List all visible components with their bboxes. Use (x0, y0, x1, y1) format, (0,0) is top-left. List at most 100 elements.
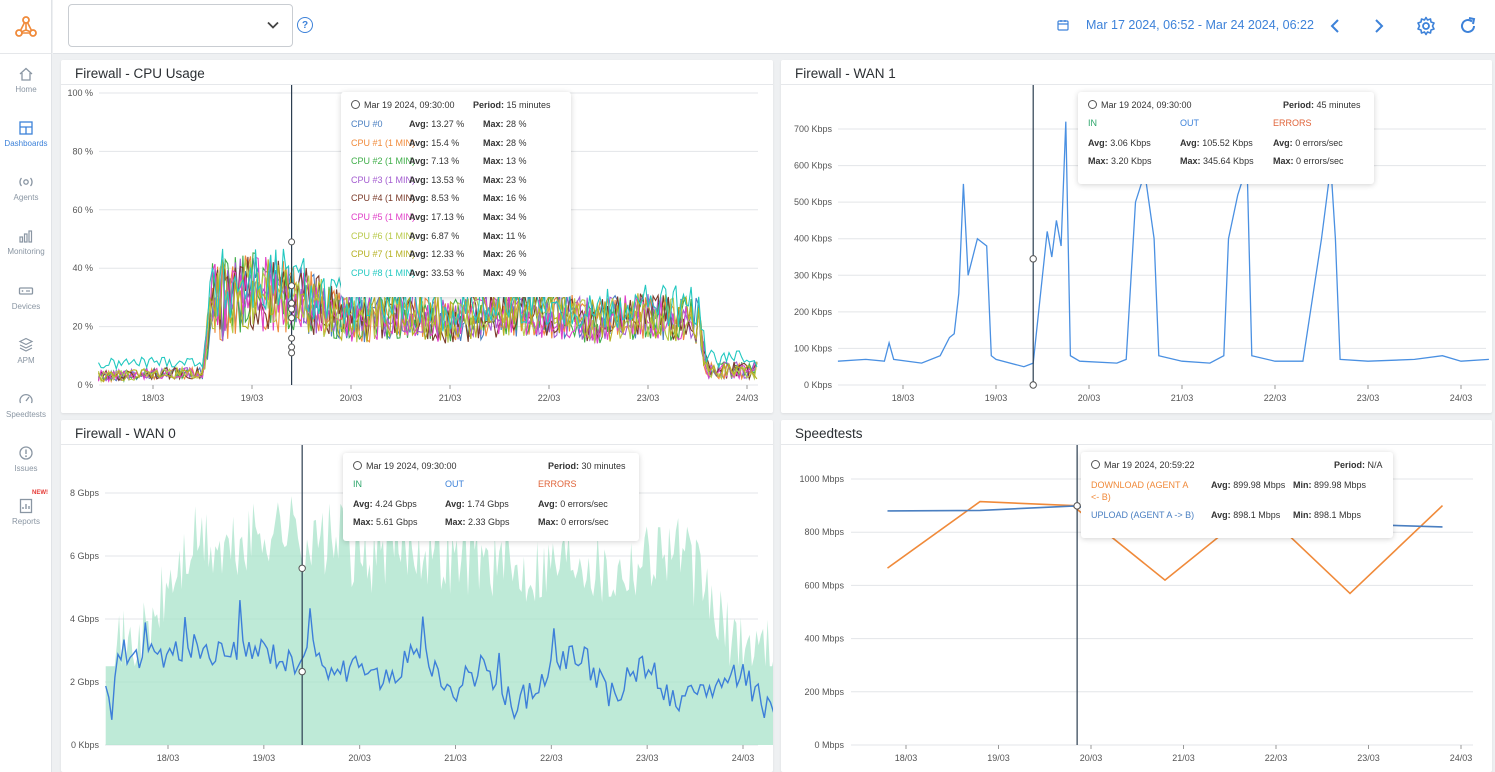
cursor-point (288, 238, 296, 246)
speed-series-line (887, 500, 1444, 595)
date-range-text[interactable]: Mar 17 2024, 06:52 - Mar 24 2024, 06:22 (1086, 18, 1314, 32)
panel-wan1: Firewall - WAN 1 0 Kbps 100 Kbps 200 Kbps 3… (781, 60, 1492, 413)
max-label: Max: (483, 212, 504, 222)
max-label: Max: (1273, 156, 1294, 166)
chevron-down-icon (267, 21, 279, 29)
sidebar-item-issues[interactable]: Issues (0, 443, 52, 493)
max-value: 3.20 Kbps (1111, 156, 1152, 166)
x-tick-label: 22/03 (540, 753, 563, 763)
x-tick-label: 23/03 (1357, 393, 1380, 403)
cpu-max: Max: 13 % (483, 156, 527, 166)
dashboard-select[interactable] (68, 4, 293, 47)
y-tick-label: 4 Gbps (70, 614, 100, 624)
max-label: Max: (353, 517, 374, 527)
max-label: Max: (483, 174, 504, 185)
avg-label: Avg: (409, 267, 429, 278)
min-value: 898.1 Mbps (1314, 510, 1362, 520)
max-label: Max: (483, 193, 504, 204)
sidebar-item-speedtests[interactable]: Speedtests (0, 389, 52, 439)
cpu-tooltip: Mar 19 2024, 09:30:00 Period: 15 minutes C… (341, 92, 571, 297)
y-tick-label: 500 Kbps (794, 197, 833, 207)
sidebar-item-label: Monitoring (7, 247, 45, 256)
clock-icon (1088, 100, 1097, 109)
y-tick-label: 0 Mbps (814, 740, 844, 750)
x-tick-label: 18/03 (892, 393, 915, 403)
max-label: Max: (483, 230, 504, 241)
refresh-button[interactable] (1456, 14, 1480, 38)
cpu-max: Max: 28 % (483, 138, 527, 148)
x-tick-label: 19/03 (253, 753, 276, 763)
top-header: ? Mar 17 2024, 06:52 - Mar 24 2024, 06:2… (53, 0, 1495, 54)
max-value: 28 % (506, 137, 527, 148)
sidebar-item-devices[interactable]: Devices (0, 281, 52, 331)
sidebar: Home Dashboards Agents Monitoring Devices APM… (0, 0, 52, 772)
calendar-icon[interactable] (1057, 19, 1069, 31)
cpu-series-name: CPU #0 (351, 119, 383, 129)
x-tick-label: 18/03 (895, 753, 918, 763)
max-value: 34 % (506, 212, 527, 222)
sidebar-item-monitoring[interactable]: Monitoring (0, 226, 52, 276)
sidebar-item-apm[interactable]: APM (0, 335, 52, 385)
cpu-avg: Avg: 17.13 % (409, 212, 464, 222)
cpu-series-name: CPU #1 (1 MIN) (351, 137, 416, 148)
sidebar-item-home[interactable]: Home (0, 64, 52, 114)
out-avg: Avg: 1.74 Gbps (445, 499, 509, 509)
panel-divider (781, 84, 1492, 85)
x-tick-label: 21/03 (1172, 753, 1195, 763)
period-label: Period: (1283, 100, 1315, 110)
avg-value: 3.06 Kbps (1110, 138, 1151, 148)
in-avg: Avg: 4.24 Gbps (353, 499, 417, 509)
chevron-left-icon (1330, 19, 1339, 33)
avg-label: Avg: (409, 156, 429, 167)
period-value: 30 minutes (581, 461, 626, 471)
x-tick-label: 20/03 (340, 393, 363, 403)
max-label: Max: (483, 249, 504, 260)
y-tick-label: 8 Gbps (70, 488, 100, 498)
speed-series-name: DOWNLOAD (AGENT A (1091, 480, 1189, 490)
app-logo[interactable] (0, 0, 52, 54)
avg-value: 0 errors/sec (1295, 138, 1343, 148)
tooltip-period: Period: N/A (1334, 460, 1383, 470)
cursor-point (1029, 255, 1037, 263)
avg-label: Avg: (353, 499, 373, 509)
period-value: 15 minutes (506, 100, 551, 110)
avg-value: 4.24 Gbps (375, 499, 417, 509)
x-tick-label: 20/03 (1080, 753, 1103, 763)
sidebar-item-reports[interactable]: Reports NEW! (0, 490, 52, 546)
max-label: Max: (483, 119, 504, 129)
sidebar-item-agents[interactable]: Agents (0, 172, 52, 222)
cpu-series-name: CPU #4 (1 MIN) (351, 193, 416, 204)
cpu-series-name: CPU #3 (1 MIN) (351, 174, 416, 185)
wan1-out-line (837, 121, 1489, 368)
cpu-chart[interactable]: 0 % 20 % 40 % 60 % 80 % 100 % 18/03 19/03 20/03 2… (61, 85, 773, 413)
previous-range-button[interactable] (1323, 14, 1347, 38)
wan1-chart[interactable]: 0 Kbps 100 Kbps 200 Kbps 300 Kbps 400 Kbps 50… (781, 85, 1492, 413)
panel-divider (61, 84, 773, 85)
cpu-series-name: CPU #2 (1 MIN) (351, 156, 416, 167)
panel-title: Speedtests (795, 426, 863, 441)
wan0-chart[interactable]: 0 Kbps 2 Gbps 4 Gbps 6 Gbps 8 Gbps 18/03 19/03… (61, 445, 773, 772)
avg-label: Avg: (1211, 510, 1231, 520)
max-label: Max: (483, 267, 504, 278)
out-avg: Avg: 105.52 Kbps (1180, 138, 1253, 148)
help-icon[interactable]: ? (297, 17, 313, 33)
next-range-button[interactable] (1367, 14, 1391, 38)
clock-icon (351, 100, 360, 109)
x-tick-label: 24/03 (1450, 393, 1473, 403)
max-label: Max: (483, 137, 504, 148)
panel-speedtests: Speedtests 0 Mbps 200 Mbps 400 Mbps 600 Mbp… (781, 420, 1492, 772)
x-tick-label: 23/03 (637, 393, 660, 403)
avg-label: Avg: (409, 249, 429, 260)
cursor-point (288, 299, 296, 307)
avg-label: Avg: (1273, 138, 1293, 148)
chevron-right-icon (1375, 19, 1384, 33)
cpu-max: Max: 16 % (483, 193, 527, 203)
settings-button[interactable] (1414, 14, 1438, 38)
avg-value: 13.53 % (431, 174, 465, 185)
panel-cpu-usage: Firewall - CPU Usage 0 % 20 % 40 % 60 % 80 %… (61, 60, 773, 413)
in-avg: Avg: 3.06 Kbps (1088, 138, 1151, 148)
avg-label: Avg: (538, 499, 558, 509)
max-label: Max: (538, 517, 559, 527)
cpu-series-line (97, 259, 758, 384)
sidebar-item-dashboards[interactable]: Dashboards (0, 118, 52, 168)
